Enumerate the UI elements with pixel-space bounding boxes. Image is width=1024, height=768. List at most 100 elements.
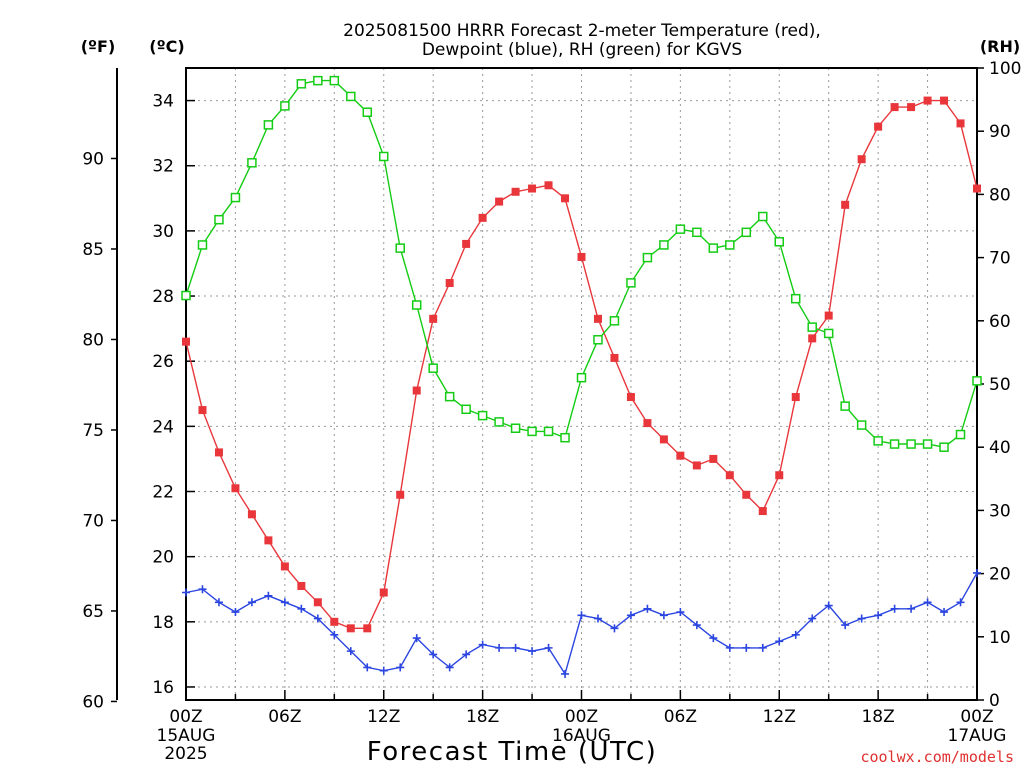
point-temp: [363, 624, 372, 633]
point-rh: [379, 151, 389, 162]
x-tick-label: 00Z: [565, 707, 598, 727]
point-rh: [889, 439, 900, 449]
fahrenheit-tick-label: 90: [82, 149, 104, 169]
celsius-tick-label: 28: [152, 287, 174, 307]
point-temp: [956, 119, 965, 128]
point-rh: [741, 227, 752, 238]
point-dewpoint: [231, 608, 240, 617]
point-dewpoint: [643, 604, 652, 613]
point-temp: [528, 184, 537, 193]
point-rh: [906, 439, 916, 449]
rh-tick-label: 0: [989, 691, 1000, 711]
point-rh: [181, 290, 191, 301]
point-rh: [692, 227, 702, 238]
celsius-tick-label: 24: [152, 417, 174, 437]
point-dewpoint: [940, 608, 949, 617]
point-rh: [477, 410, 488, 421]
point-temp: [874, 122, 883, 131]
chart-title: 2025081500 HRRR Forecast 2-meter Tempera…: [343, 21, 821, 41]
point-temp: [462, 239, 471, 248]
rh-tick-label: 30: [989, 501, 1011, 521]
point-rh: [527, 426, 537, 437]
point-dewpoint: [593, 614, 602, 623]
point-rh: [807, 322, 817, 332]
point-rh: [263, 120, 274, 130]
point-temp: [907, 103, 916, 112]
point-rh: [560, 432, 570, 443]
point-rh: [725, 240, 735, 250]
rh-tick-label: 50: [989, 375, 1011, 395]
point-temp: [890, 103, 899, 112]
point-dewpoint: [330, 630, 339, 639]
point-temp: [280, 562, 289, 571]
point-temp: [412, 386, 421, 395]
rh-tick-label: 100: [989, 59, 1021, 79]
point-temp: [495, 197, 504, 206]
point-temp: [709, 454, 718, 463]
point-rh: [609, 316, 620, 326]
point-dewpoint: [659, 611, 668, 620]
point-temp: [643, 419, 652, 428]
x-tick-label: 00Z: [169, 707, 202, 727]
point-temp: [808, 334, 817, 343]
point-dewpoint: [544, 643, 553, 652]
point-rh: [626, 278, 636, 288]
point-rh: [922, 439, 933, 449]
point-temp: [511, 187, 520, 196]
point-rh: [510, 423, 521, 433]
point-rh: [214, 214, 224, 225]
point-dewpoint: [379, 666, 388, 675]
point-dewpoint: [758, 643, 767, 652]
point-temp: [857, 155, 866, 164]
rh-tick-label: 20: [989, 565, 1011, 585]
point-temp: [626, 393, 635, 402]
point-dewpoint: [725, 643, 734, 652]
rh-tick-label: 10: [989, 628, 1011, 648]
point-rh: [395, 243, 405, 253]
x-tick-label: 12Z: [367, 707, 400, 727]
point-dewpoint: [412, 634, 421, 643]
point-rh: [955, 429, 966, 440]
point-rh: [873, 436, 883, 446]
point-rh: [790, 293, 801, 304]
rh-tick-label: 70: [989, 249, 1011, 269]
point-rh: [362, 107, 373, 117]
point-rh: [856, 420, 867, 430]
point-dewpoint: [907, 604, 916, 613]
point-dewpoint: [791, 630, 800, 639]
point-temp: [791, 393, 800, 402]
point-temp: [659, 435, 668, 444]
point-temp: [264, 536, 273, 545]
point-temp: [445, 279, 454, 288]
series-rh: [181, 75, 982, 452]
point-temp: [923, 96, 932, 105]
fahrenheit-tick-label: 75: [82, 421, 104, 441]
point-dewpoint: [264, 591, 273, 600]
rh-tick-label: 40: [989, 438, 1011, 458]
point-dewpoint: [297, 604, 306, 613]
point-rh: [972, 376, 982, 386]
point-temp: [297, 581, 306, 590]
point-dewpoint: [247, 598, 256, 607]
point-dewpoint: [511, 643, 520, 652]
axes: 16 18 20 22 24 26 28 30 32 34 60 65 70 75 80 85 90 0 10 20 3…: [82, 59, 1021, 764]
point-temp: [379, 588, 388, 597]
point-temp: [676, 451, 685, 460]
point-temp: [198, 406, 207, 415]
point-temp: [346, 624, 355, 633]
celsius-tick-label: 26: [152, 352, 174, 372]
celsius-tick-label: 34: [152, 92, 174, 112]
rh-tick-label: 90: [989, 122, 1011, 142]
x-axis-label: Forecast Time (UTC): [367, 737, 658, 767]
celsius-tick-label: 20: [152, 548, 174, 568]
point-dewpoint: [610, 624, 619, 633]
point-dewpoint: [429, 650, 438, 659]
rh-tick-label: 60: [989, 312, 1011, 332]
point-temp: [478, 213, 487, 222]
celsius-tick-label: 18: [152, 613, 174, 633]
x-date-label: 17AUG: [948, 726, 1007, 746]
point-dewpoint: [626, 611, 635, 620]
point-dewpoint: [709, 634, 718, 643]
celsius-tick-label: 22: [152, 483, 174, 503]
point-temp: [824, 311, 833, 320]
